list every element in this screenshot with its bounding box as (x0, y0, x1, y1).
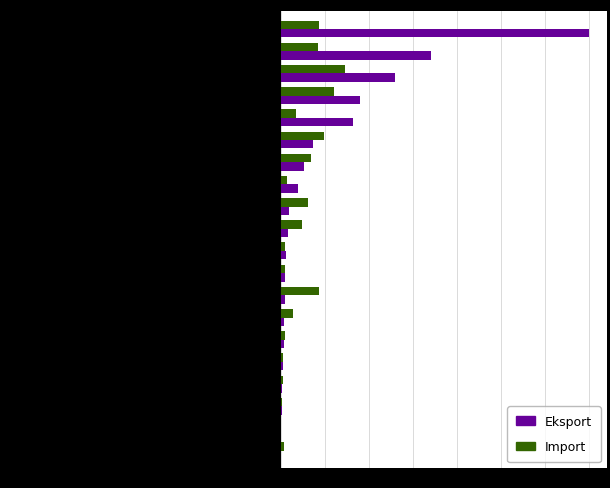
Bar (281, 132, 324, 141)
Bar (281, 88, 334, 96)
Bar (281, 274, 285, 282)
Bar (281, 407, 282, 415)
Bar (281, 66, 345, 74)
Bar (281, 332, 285, 340)
Bar (281, 442, 284, 451)
Bar (281, 163, 304, 171)
Bar (281, 185, 298, 193)
Bar (281, 354, 283, 362)
Bar (281, 21, 318, 30)
Bar (281, 154, 312, 163)
Bar (281, 43, 318, 52)
Bar (281, 207, 289, 216)
Bar (281, 398, 282, 407)
Bar (281, 376, 283, 385)
Bar (281, 52, 431, 61)
Bar (281, 110, 296, 119)
Bar (281, 251, 286, 260)
Bar (281, 287, 318, 296)
Bar (281, 296, 285, 304)
Bar (281, 141, 314, 149)
Bar (281, 340, 284, 348)
Bar (281, 309, 293, 318)
Bar (281, 96, 360, 105)
Bar (281, 119, 353, 127)
Bar (281, 362, 283, 370)
Bar (281, 30, 589, 39)
Bar (281, 199, 308, 207)
Legend: Eksport, Import: Eksport, Import (508, 407, 601, 462)
Bar (281, 265, 285, 274)
Bar (281, 318, 284, 326)
Bar (281, 385, 282, 393)
Bar (281, 221, 302, 229)
Bar (281, 177, 287, 185)
Bar (281, 74, 395, 82)
Bar (281, 229, 288, 238)
Bar (281, 243, 285, 251)
